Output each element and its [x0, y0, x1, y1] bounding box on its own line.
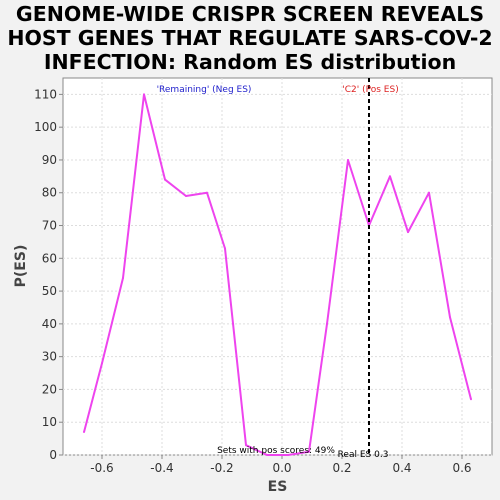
data-point [287, 454, 289, 456]
chart-title: GENOME-WIDE CRISPR SCREEN REVEALS HOST G… [0, 2, 500, 74]
plot-background [62, 77, 493, 456]
x-tick-label: 0.0 [272, 461, 291, 475]
data-point [266, 454, 268, 456]
data-point [83, 431, 85, 434]
data-point [428, 191, 430, 194]
x-tick-label: -0.6 [90, 461, 113, 475]
data-point [347, 158, 349, 161]
y-tick-label: 80 [42, 186, 57, 200]
data-point [143, 93, 145, 96]
chart-title-line-3: INFECTION: Random ES distribution [43, 50, 457, 74]
axes: 0 10 20 30 40 50 60 70 80 90 100 110 -0.6 -0.4 -0.2 0.0… [34, 87, 471, 475]
real-es-label: Real ES 0.3 [338, 450, 389, 460]
data-point [122, 276, 124, 279]
y-tick-label: 0 [49, 448, 57, 462]
y-tick-label: 60 [42, 251, 57, 265]
x-tick-label: 0.2 [332, 461, 351, 475]
y-tick-label: 110 [34, 87, 57, 101]
x-tick-label: -0.2 [210, 461, 233, 475]
pos-scores-label: Sets with pos scores: 49% [217, 446, 335, 456]
x-tick-label: 0.6 [452, 461, 471, 475]
x-axis-label: ES [268, 479, 288, 495]
y-axis-label: P(ES) [13, 245, 29, 288]
y-tick-label: 70 [42, 219, 57, 233]
data-point [389, 175, 391, 178]
data-point [449, 316, 451, 319]
data-point [185, 195, 187, 198]
x-tick-label: 0.4 [392, 461, 411, 475]
y-tick-label: 20 [42, 382, 57, 396]
y-tick-label: 90 [42, 153, 57, 167]
y-tick-label: 50 [42, 284, 57, 298]
annotation-layer: 'Remaining' (Neg ES) 'C2' (Pos ES) Sets wi… [157, 78, 399, 460]
neg-es-label: 'Remaining' (Neg ES) [157, 85, 252, 95]
grid [63, 78, 492, 456]
series-layer [83, 93, 472, 456]
data-point [407, 231, 409, 234]
chart-title-line-2: HOST GENES THAT REGULATE SARS-COV-2 [7, 26, 493, 50]
data-point [224, 247, 226, 250]
chart-title-line-1: GENOME-WIDE CRISPR SCREEN REVEALS [15, 2, 485, 26]
y-tick-label: 40 [42, 317, 57, 331]
data-point [206, 191, 208, 194]
data-point [470, 398, 472, 401]
data-point [101, 362, 103, 365]
data-point [326, 322, 328, 325]
data-point [164, 178, 166, 181]
y-tick-label: 30 [42, 350, 57, 364]
data-point [245, 444, 247, 447]
series-line [83, 93, 472, 456]
y-tick-label: 10 [42, 415, 57, 429]
data-point [308, 450, 310, 453]
pos-es-label: 'C2' (Pos ES) [342, 85, 398, 95]
x-tick-label: -0.4 [150, 461, 173, 475]
y-tick-label: 100 [34, 120, 57, 134]
